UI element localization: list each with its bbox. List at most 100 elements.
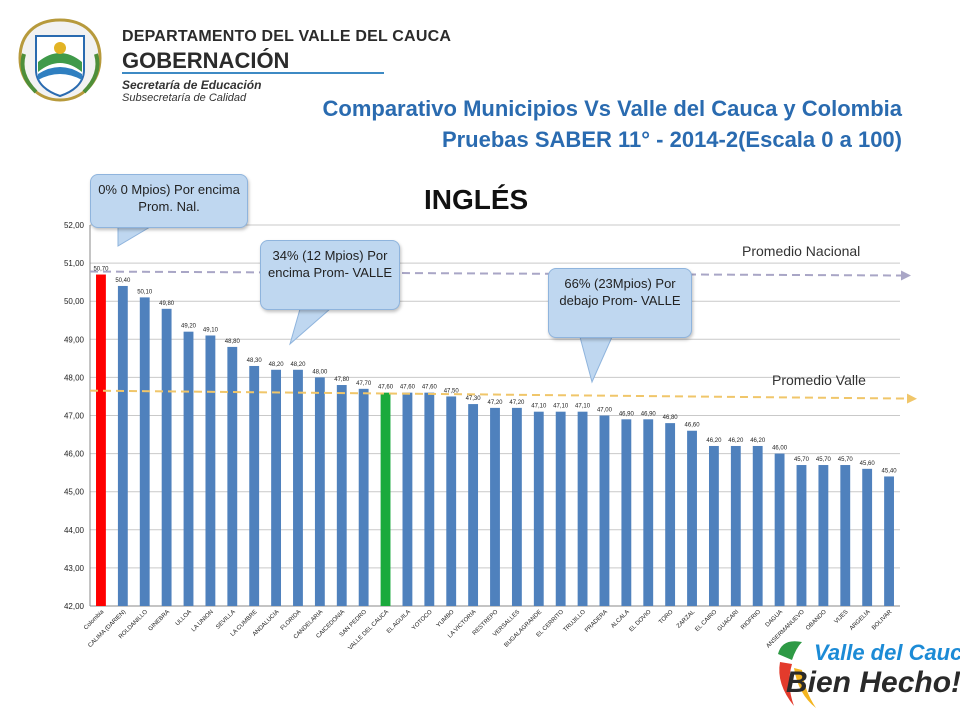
- data-label: 48,80: [225, 339, 241, 345]
- bar: [818, 465, 829, 606]
- bar: [665, 423, 676, 606]
- y-tick-label: 48,00: [64, 373, 85, 382]
- bar: [271, 369, 282, 606]
- bar: [293, 369, 303, 606]
- data-label: 49,10: [203, 327, 219, 333]
- data-label: 47,00: [597, 408, 613, 414]
- org-subtitle: GOBERNACIÓN: [122, 48, 290, 73]
- data-label: 47,20: [487, 400, 503, 406]
- data-label: 50,10: [137, 289, 153, 295]
- data-label: 47,30: [466, 396, 482, 402]
- page-title: Comparativo Municipios Vs Valle del Cauc…: [323, 93, 903, 155]
- subsecretariat-name: Subsecretaría de Calidad: [122, 92, 247, 104]
- x-tick-label: Colombia: [83, 609, 106, 632]
- bar: [687, 430, 697, 606]
- nacional-label: Promedio Nacional: [742, 243, 861, 259]
- bar: [468, 404, 479, 606]
- x-tick-label: PRADERA: [584, 609, 609, 634]
- bar: [577, 411, 588, 606]
- data-label: 49,80: [159, 301, 175, 307]
- bar: [139, 297, 150, 606]
- bar: [446, 396, 457, 606]
- y-tick-label: 51,00: [64, 259, 85, 268]
- bar: [402, 392, 413, 606]
- bar: [424, 392, 435, 606]
- data-label: 47,20: [509, 400, 525, 406]
- bar: [555, 411, 566, 606]
- data-label: 47,70: [356, 381, 372, 387]
- data-label: 47,60: [400, 385, 416, 391]
- x-tick-label: SEVILLA: [215, 609, 236, 630]
- x-tick-label: FLORIDA: [280, 609, 303, 632]
- x-tick-label: EL AGUILA: [386, 609, 412, 635]
- callout-above-nacional-text: 0% 0 Mpios) Por encima Prom. Nal.: [98, 182, 240, 214]
- bar: [599, 415, 610, 606]
- header-divider: [122, 72, 384, 74]
- x-tick-label: EL DOVIO: [629, 609, 653, 633]
- y-tick-label: 46,00: [64, 450, 85, 459]
- data-label: 46,90: [619, 411, 635, 417]
- data-label: 46,20: [728, 438, 744, 444]
- bar: [862, 468, 873, 606]
- data-label: 45,40: [882, 468, 898, 474]
- x-tick-label: TORO: [658, 609, 675, 626]
- x-tick-label: CALIMA (DARIEN): [87, 609, 127, 649]
- bar: [161, 308, 172, 606]
- page-title-line1: Comparativo Municipios Vs Valle del Cauc…: [322, 96, 903, 121]
- x-tick-label: VALLE DEL CAUCA: [348, 609, 390, 651]
- bar: [183, 331, 194, 606]
- data-label: 47,60: [422, 385, 438, 391]
- data-label: 47,10: [553, 404, 569, 410]
- callout-above-nacional: 0% 0 Mpios) Por encima Prom. Nal.: [90, 174, 248, 228]
- x-tick-label: ZARZAL: [676, 609, 697, 630]
- y-tick-label: 52,00: [64, 221, 85, 230]
- bar: [511, 407, 522, 606]
- x-tick-label: OBANDO: [805, 609, 828, 632]
- bar: [380, 392, 391, 606]
- x-tick-label: GUACARI: [717, 609, 741, 633]
- valle-label: Promedio Valle: [772, 372, 866, 388]
- bar: [840, 465, 851, 606]
- y-tick-label: 44,00: [64, 526, 85, 535]
- data-label: 46,80: [663, 415, 679, 421]
- bar: [117, 285, 128, 606]
- y-tick-label: 49,00: [64, 335, 85, 344]
- bar: [96, 274, 106, 606]
- data-label: 47,10: [575, 404, 591, 410]
- x-tick-label: LA UNION: [191, 609, 215, 633]
- x-tick-label: ARGELIA: [849, 609, 872, 632]
- x-tick-label: VIJES: [834, 609, 850, 625]
- y-tick-label: 47,00: [64, 412, 85, 421]
- page-title-line2: Pruebas SABER 11° - 2014-2(Escala 0 a 10…: [441, 127, 902, 152]
- data-label: 48,20: [290, 362, 306, 368]
- data-label: 46,20: [706, 438, 722, 444]
- secretariat-name: Secretaría de Educación: [122, 78, 262, 92]
- data-label: 48,00: [312, 369, 328, 375]
- data-label: 47,50: [444, 388, 460, 394]
- callout-above-valle-pointer: [289, 308, 332, 346]
- y-tick-label: 42,00: [64, 602, 85, 611]
- x-tick-label: EL CAIRO: [694, 609, 718, 633]
- brand-ribbon-icon: [778, 641, 816, 708]
- data-label: 46,90: [641, 411, 657, 417]
- bar: [314, 377, 325, 606]
- chart-title: INGLÉS: [424, 184, 529, 215]
- callout-above-valle: 34% (12 Mpios) Por encima Prom- VALLE: [260, 240, 400, 310]
- data-label: 50,40: [115, 278, 131, 284]
- bar: [643, 419, 654, 606]
- bar: [774, 453, 785, 606]
- data-label: 46,20: [750, 438, 766, 444]
- bar: [249, 365, 260, 606]
- x-tick-label: BOLIVAR: [871, 609, 894, 632]
- bar: [205, 335, 216, 606]
- callout-above-valle-text: 34% (12 Mpios) Por encima Prom- VALLE: [267, 248, 393, 280]
- x-tick-label: ALCALA: [610, 609, 631, 630]
- data-label: 46,00: [772, 446, 788, 452]
- x-tick-label: YOTOCO: [411, 609, 434, 632]
- bar: [730, 445, 741, 606]
- callout-below-valle-pointer: [579, 336, 613, 384]
- bar: [621, 419, 632, 606]
- data-label: 47,10: [531, 404, 547, 410]
- data-label: 46,60: [685, 423, 701, 429]
